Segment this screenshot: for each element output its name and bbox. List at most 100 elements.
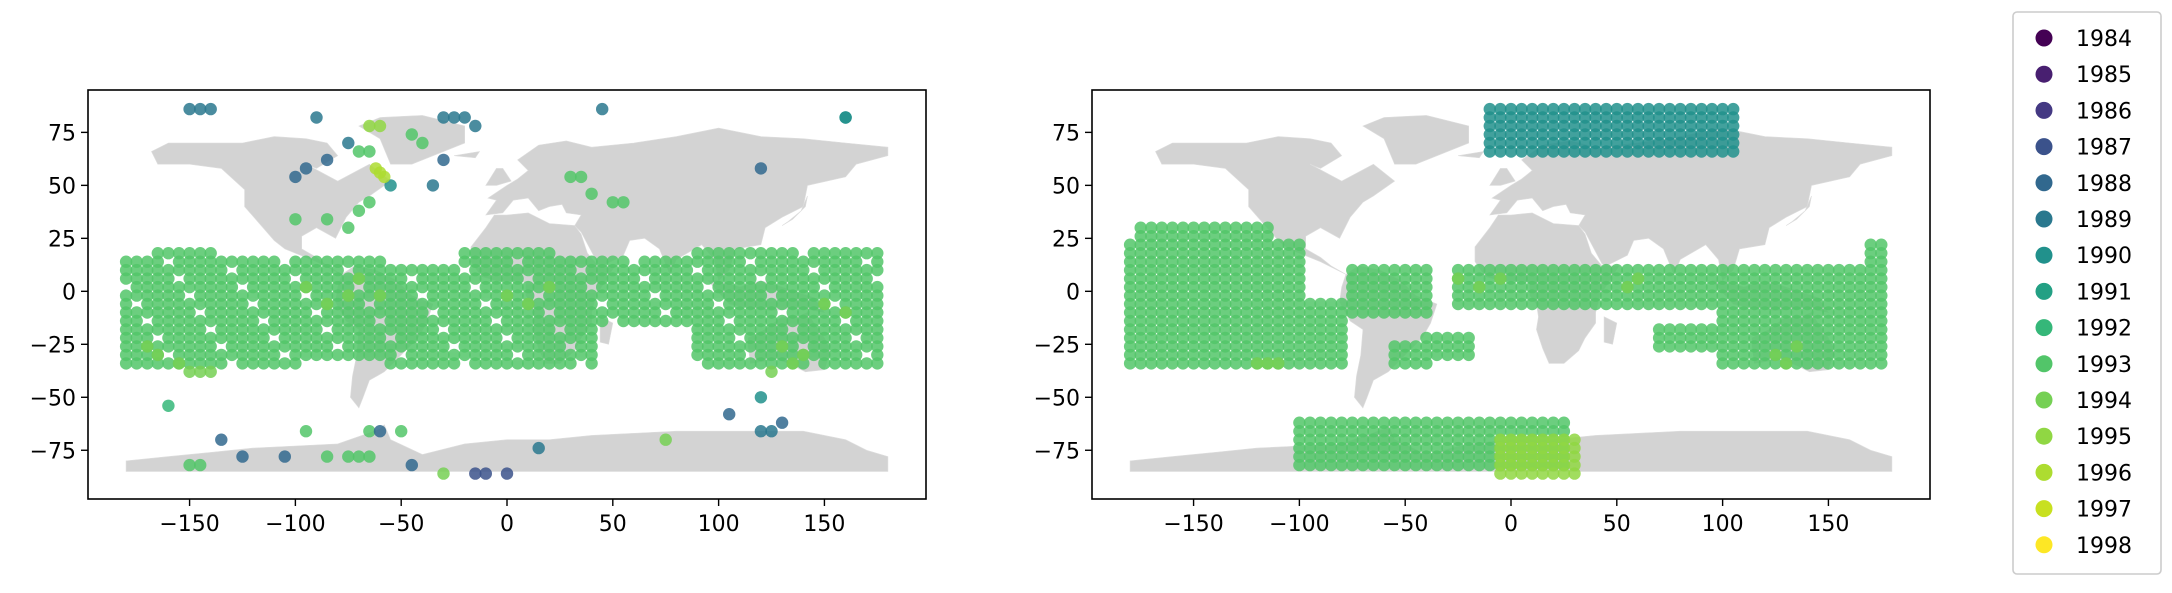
scatter-point <box>1250 272 1264 285</box>
scatter-point <box>479 247 492 260</box>
scatter-point <box>1494 145 1507 158</box>
scatter-point <box>1261 306 1274 319</box>
scatter-point <box>680 306 694 319</box>
scatter-point <box>1198 289 1211 302</box>
scatter-point <box>310 280 323 294</box>
scatter-point <box>659 272 672 285</box>
scatter-point <box>183 306 196 319</box>
scatter-point <box>1208 238 1221 251</box>
scatter-point <box>1229 323 1243 336</box>
scatter-point <box>1864 238 1877 251</box>
scatter-point <box>162 399 175 412</box>
scatter-point <box>1716 263 1729 277</box>
scatter-point <box>1536 416 1549 429</box>
scatter-point <box>331 289 344 302</box>
scatter-point <box>1166 323 1179 336</box>
scatter-point <box>437 153 450 167</box>
scatter-point <box>183 102 196 116</box>
scatter-point <box>1610 136 1624 150</box>
scatter-point <box>447 289 461 302</box>
scatter-point <box>1832 348 1846 362</box>
y-tick-label: −50 <box>1034 386 1080 411</box>
scatter-point <box>1377 416 1391 429</box>
scatter-point <box>723 247 736 260</box>
scatter-point <box>1705 280 1719 294</box>
scatter-point <box>1324 433 1338 446</box>
scatter-point <box>1758 314 1772 328</box>
scatter-point <box>1504 433 1518 446</box>
scatter-point <box>850 247 863 260</box>
scatter-point <box>1314 416 1327 429</box>
scatter-point <box>1578 119 1592 133</box>
scatter-point <box>1176 230 1190 243</box>
scatter-point <box>522 314 535 328</box>
scatter-point <box>172 280 186 294</box>
scatter-point <box>1875 340 1888 353</box>
scatter-point <box>1547 280 1560 294</box>
scatter-point <box>807 272 820 285</box>
scatter-point <box>1134 221 1147 234</box>
scatter-point <box>1769 280 1782 294</box>
scatter-point <box>1854 348 1867 362</box>
scatter-point <box>447 272 461 285</box>
scatter-point <box>1600 263 1613 277</box>
scatter-point <box>194 280 207 294</box>
scatter-point <box>1219 289 1232 302</box>
scatter-point <box>606 306 619 319</box>
scatter-point <box>342 255 355 268</box>
scatter-point <box>1483 272 1497 285</box>
scatter-point <box>712 348 725 362</box>
scatter-point <box>437 314 450 328</box>
scatter-point <box>574 289 588 302</box>
scatter-point <box>1642 263 1655 277</box>
scatter-point <box>1536 289 1549 302</box>
scatter-point <box>1324 416 1338 429</box>
scatter-point <box>1155 323 1169 336</box>
scatter-point <box>416 357 429 370</box>
scatter-point <box>564 323 577 336</box>
scatter-point <box>1663 136 1676 150</box>
scatter-point <box>1473 272 1486 285</box>
scatter-point <box>712 247 725 260</box>
scatter-point <box>522 323 535 336</box>
scatter-point <box>1293 458 1306 472</box>
scatter-point <box>553 357 567 370</box>
scatter-point <box>1187 221 1200 234</box>
scatter-point <box>1451 416 1465 429</box>
scatter-point <box>1790 323 1803 336</box>
scatter-point <box>183 348 196 362</box>
scatter-point <box>1843 323 1856 336</box>
scatter-point <box>691 255 704 268</box>
scatter-point <box>532 441 545 455</box>
scatter-point <box>1208 348 1221 362</box>
scatter-point <box>1261 247 1274 260</box>
scatter-point <box>543 247 556 260</box>
scatter-point <box>511 263 524 277</box>
scatter-point <box>818 357 831 370</box>
scatter-point <box>1409 433 1423 446</box>
scatter-point <box>458 255 471 268</box>
scatter-point <box>289 340 302 353</box>
scatter-point <box>1155 255 1169 268</box>
scatter-point <box>458 111 471 124</box>
scatter-point <box>490 247 503 260</box>
scatter-point <box>511 340 524 353</box>
scatter-point <box>1674 323 1687 336</box>
scatter-point <box>141 289 154 302</box>
scatter-point <box>141 272 154 285</box>
scatter-point <box>1388 306 1401 319</box>
scatter-point <box>1494 272 1507 285</box>
scatter-point <box>1356 450 1370 463</box>
scatter-point <box>1356 306 1370 319</box>
scatter-point <box>1176 323 1190 336</box>
scatter-point <box>1198 306 1211 319</box>
scatter-point <box>839 255 852 268</box>
scatter-point <box>1409 450 1423 463</box>
scatter-point <box>596 314 609 328</box>
scatter-point <box>373 119 387 133</box>
scatter-point <box>511 272 524 285</box>
scatter-point <box>775 289 789 302</box>
scatter-point <box>1208 255 1221 268</box>
scatter-point <box>1822 314 1835 328</box>
scatter-point <box>395 263 408 277</box>
